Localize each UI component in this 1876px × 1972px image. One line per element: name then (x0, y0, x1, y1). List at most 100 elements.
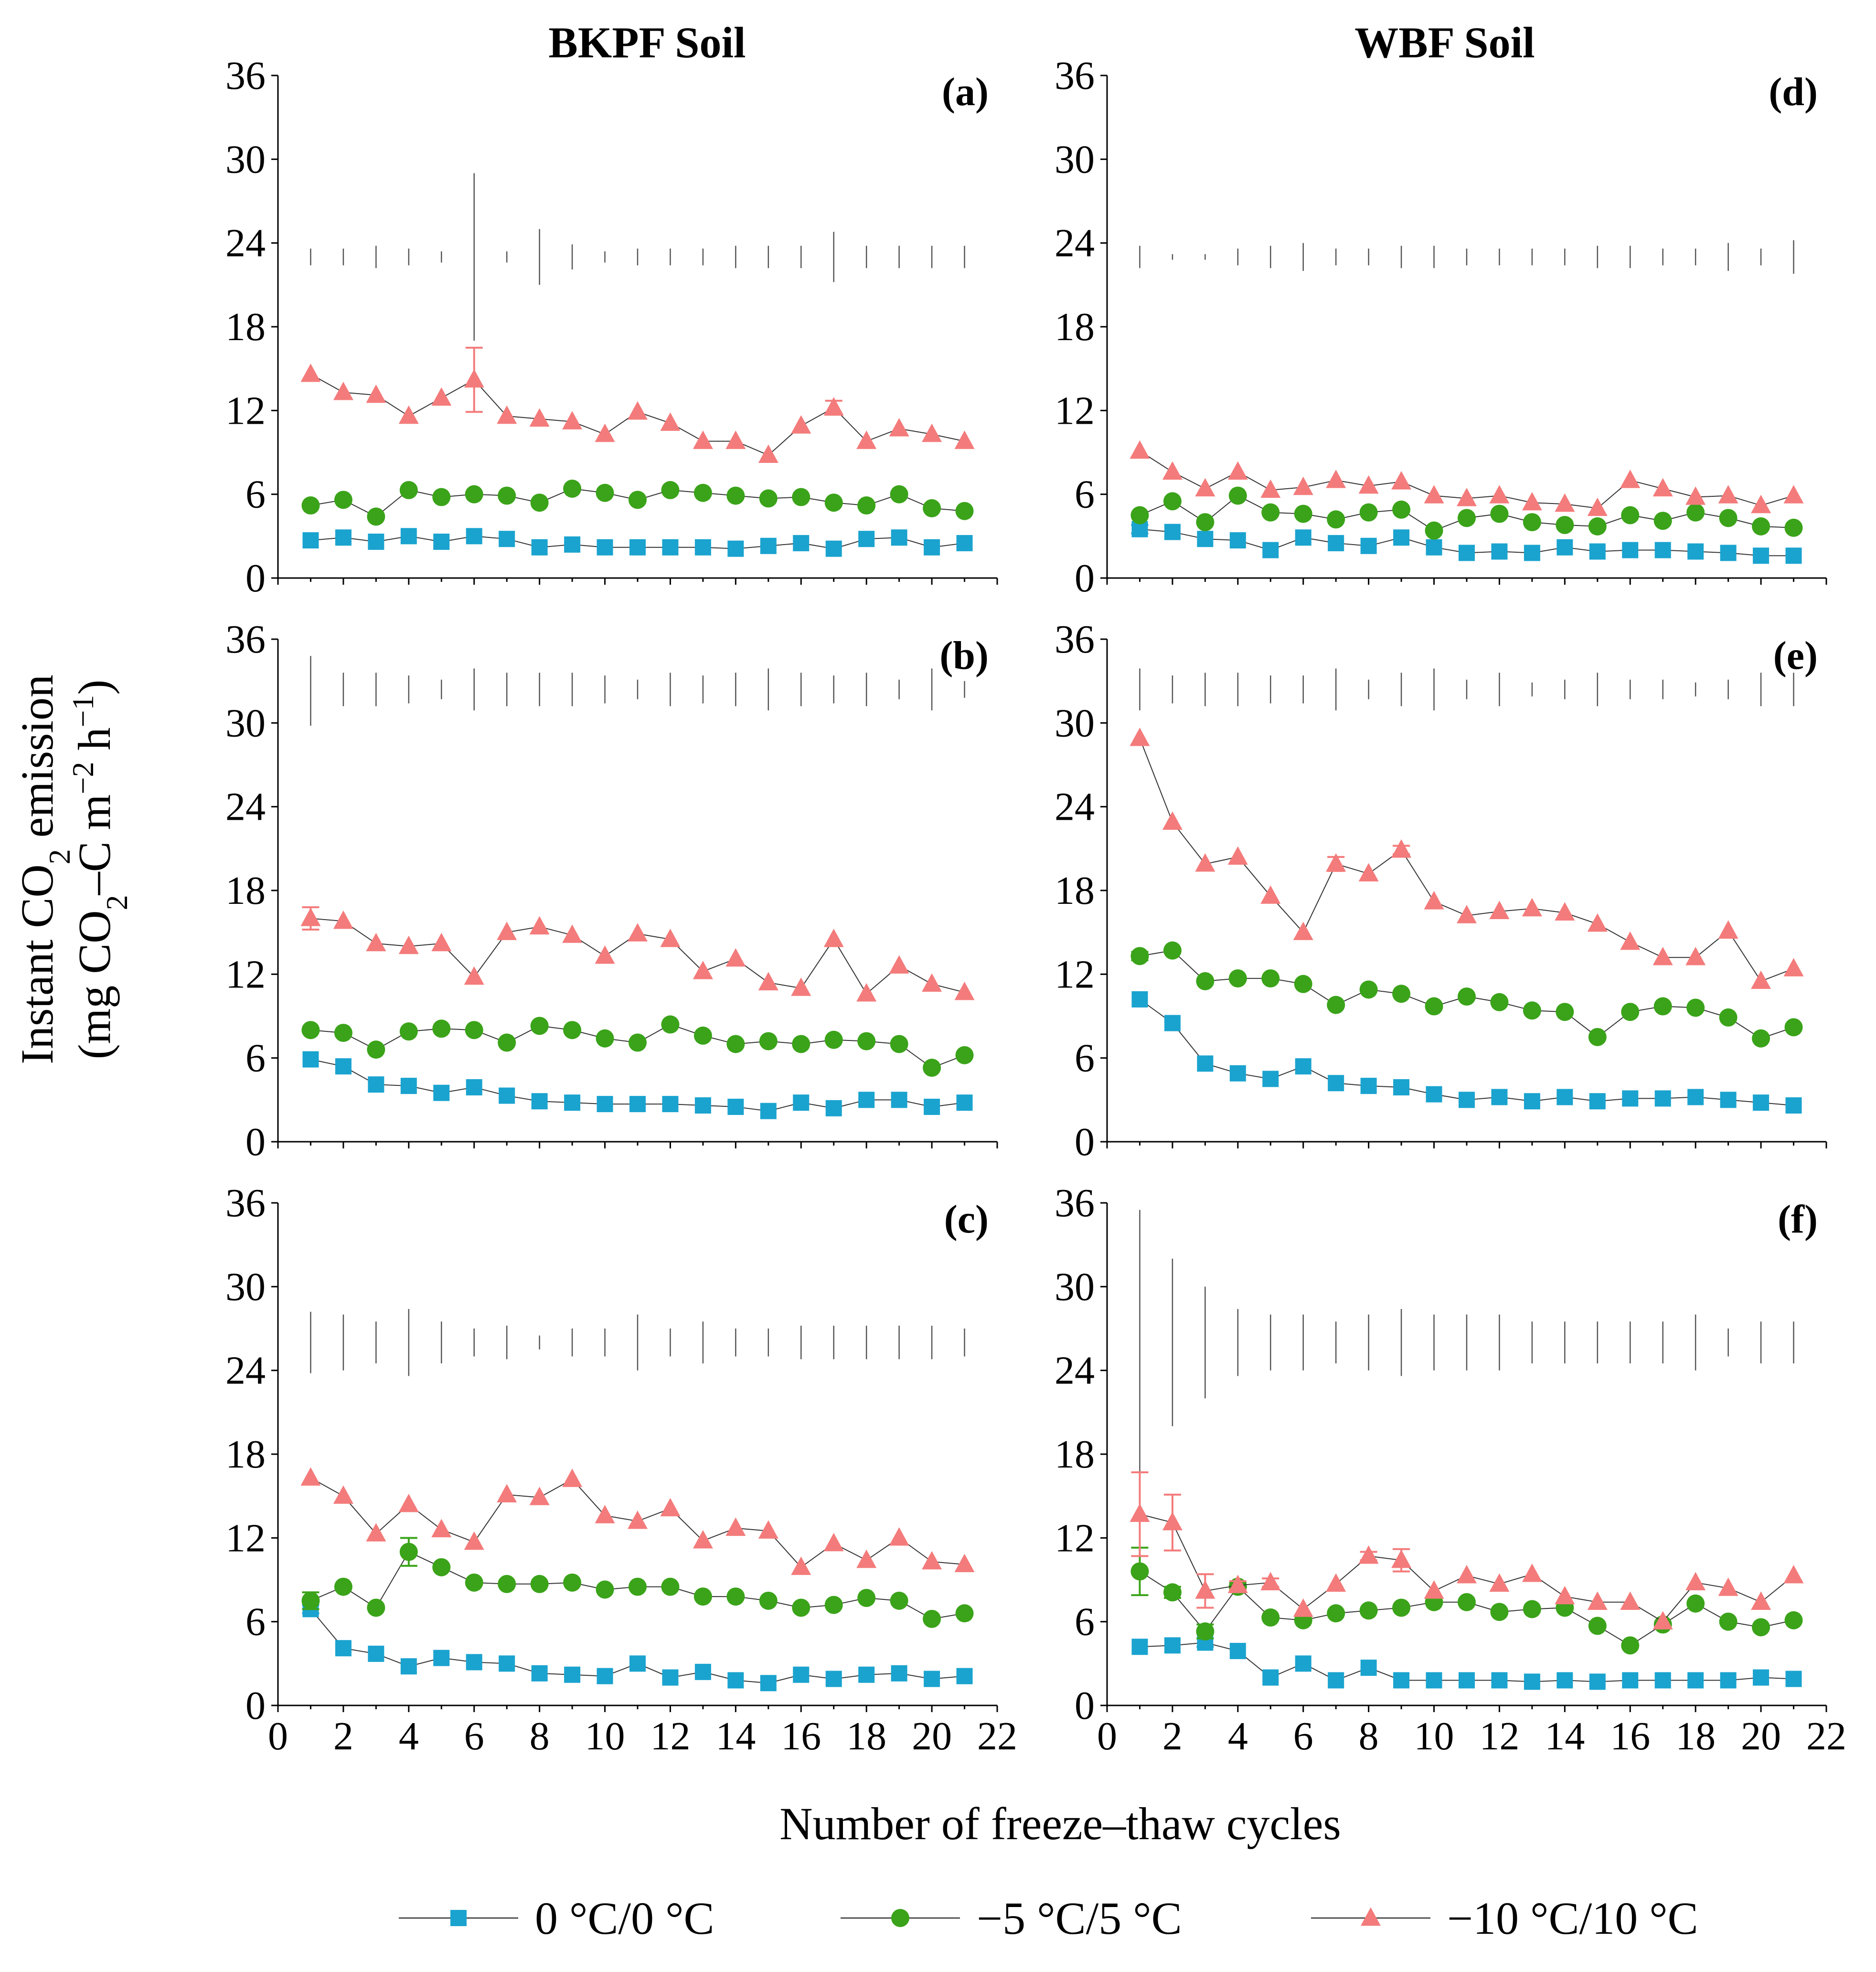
data-point (400, 1658, 417, 1675)
panel-tag: (a) (942, 70, 989, 114)
data-point (497, 922, 517, 940)
legend: 0 °C/0 °C −5 °C/5 °C −10 °C/10 °C (399, 1893, 1698, 1944)
panel-tag: (d) (1769, 70, 1818, 114)
x-tick-label: 4 (399, 1714, 419, 1758)
data-point (856, 983, 877, 1002)
x-tick-label: 22 (977, 1714, 1017, 1758)
data-point (1522, 492, 1542, 511)
data-point (1196, 1622, 1215, 1641)
data-point (1783, 1565, 1804, 1584)
data-point (366, 384, 386, 403)
data-point (530, 493, 549, 512)
data-point (1392, 1598, 1411, 1617)
data-point (1783, 485, 1804, 504)
data-point (563, 1573, 582, 1592)
data-point (1491, 1672, 1508, 1689)
y-tick-label: 36 (225, 1181, 266, 1225)
data-point (1588, 517, 1607, 536)
data-point (1164, 524, 1181, 540)
data-point (1523, 1600, 1541, 1618)
data-point (1262, 1071, 1279, 1087)
data-point (1424, 1580, 1444, 1599)
data-point (465, 1021, 483, 1040)
y-tick-label: 30 (225, 1265, 266, 1309)
data-point (562, 924, 583, 943)
data-point (1393, 529, 1410, 546)
data-point (955, 1604, 974, 1623)
data-point (466, 528, 482, 545)
column-title-wbf: WBF Soil (1354, 18, 1535, 67)
data-point (825, 1100, 842, 1116)
data-point (858, 531, 875, 547)
data-point (824, 1030, 843, 1049)
data-point (662, 539, 679, 556)
data-point (793, 1094, 810, 1111)
data-point (693, 1530, 713, 1549)
y-tick-label: 0 (1075, 1683, 1095, 1728)
data-point (1685, 1572, 1706, 1591)
data-point (464, 966, 484, 985)
y-title-text-1: Instant CO (11, 864, 63, 1064)
data-point (1556, 1672, 1573, 1689)
data-point (1130, 440, 1150, 459)
data-point (530, 1017, 549, 1035)
data-point (858, 1092, 875, 1108)
data-point (1653, 512, 1672, 530)
x-tick-label: 22 (1806, 1714, 1846, 1758)
data-point (693, 430, 713, 449)
y-tick-label: 30 (1055, 1265, 1095, 1309)
data-point (1718, 920, 1738, 939)
data-point (1392, 985, 1411, 1003)
data-point (1587, 913, 1608, 932)
data-point (1784, 1018, 1803, 1037)
data-point (529, 408, 550, 427)
panel-b: 0 6 12 18 24 30 36 (b) (225, 617, 998, 1164)
x-tick-label: 4 (1228, 1714, 1248, 1758)
data-point (1522, 1563, 1542, 1582)
data-point (1686, 503, 1705, 522)
data-point (1752, 1618, 1770, 1637)
data-point (368, 1645, 384, 1662)
data-point (597, 539, 613, 556)
data-point (1261, 969, 1280, 988)
data-point (466, 1654, 482, 1671)
data-point (1163, 941, 1182, 960)
data-point (1556, 1003, 1574, 1021)
data-point (1555, 493, 1575, 512)
data-point (1621, 1003, 1640, 1021)
data-point (858, 1666, 875, 1683)
data-point (300, 1467, 321, 1486)
legend-marker (891, 1909, 909, 1927)
data-point (923, 1059, 941, 1077)
data-point (1130, 1503, 1150, 1522)
data-point (923, 499, 941, 517)
data-point (1784, 1611, 1803, 1629)
data-point (1293, 1598, 1313, 1617)
y-tick-label: 36 (225, 54, 266, 98)
data-point (823, 1533, 844, 1552)
data-point (1130, 1562, 1149, 1581)
data-point (399, 1543, 418, 1561)
data-point (333, 1485, 353, 1504)
data-point (498, 1033, 516, 1052)
data-point (1652, 1611, 1673, 1629)
data-point (367, 1040, 385, 1059)
data-point (1197, 531, 1214, 547)
data-point (1686, 998, 1705, 1017)
data-point (1524, 545, 1540, 561)
data-point (956, 1668, 973, 1684)
y-title-text-1b: emission (11, 675, 63, 849)
data-point (629, 1033, 647, 1052)
data-point (1652, 946, 1673, 965)
data-point (1621, 1636, 1640, 1655)
data-point (562, 1468, 583, 1487)
data-point (1457, 905, 1477, 923)
data-point (694, 539, 711, 556)
data-point (1621, 506, 1640, 525)
data-point (956, 1094, 973, 1111)
data-point (662, 1669, 679, 1686)
data-point (531, 1093, 548, 1110)
data-point (1261, 1608, 1280, 1627)
data-point (924, 1098, 940, 1115)
data-point (531, 539, 548, 556)
